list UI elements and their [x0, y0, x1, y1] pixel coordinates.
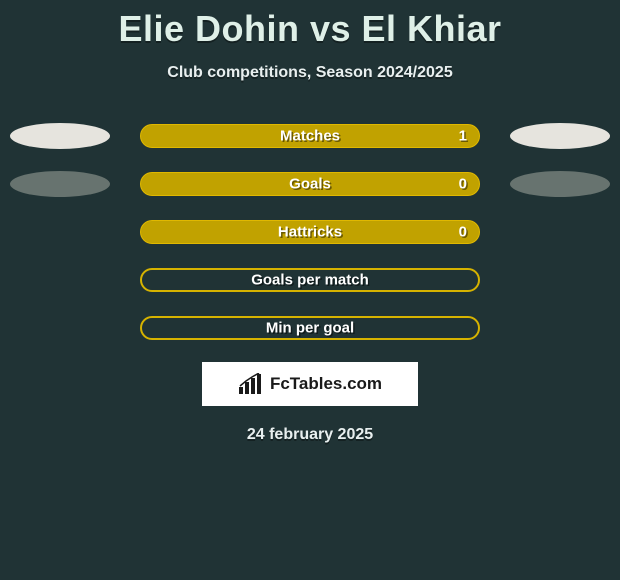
left-ellipse: [10, 171, 110, 197]
bar-label: Matches: [280, 128, 340, 145]
right-ellipse: [510, 171, 610, 197]
bar-track: Goals per match: [140, 268, 480, 292]
bar-track: Matches 1: [140, 124, 480, 148]
page-title: Elie Dohin vs El Khiar: [0, 0, 620, 50]
bar-label: Hattricks: [278, 224, 342, 241]
right-ellipse: [510, 123, 610, 149]
bar-label: Goals: [289, 176, 331, 193]
footer-logo-text: FcTables.com: [270, 374, 382, 394]
left-ellipse: [10, 123, 110, 149]
stat-row: Goals 0: [0, 172, 620, 196]
bar-track: Goals 0: [140, 172, 480, 196]
bar-track: Hattricks 0: [140, 220, 480, 244]
stat-row: Min per goal: [0, 316, 620, 340]
bar-right-value: 1: [459, 128, 467, 145]
stat-row: Hattricks 0: [0, 220, 620, 244]
bar-right-value: 0: [459, 224, 467, 241]
stat-rows: Matches 1 Goals 0 Hattricks 0 Goals per match M…: [0, 124, 620, 340]
footer-logo: FcTables.com: [202, 362, 418, 406]
footer-date: 24 february 2025: [0, 426, 620, 444]
stat-row: Goals per match: [0, 268, 620, 292]
bar-right-value: 0: [459, 176, 467, 193]
stat-row: Matches 1: [0, 124, 620, 148]
comparison-card: Elie Dohin vs El Khiar Club competitions…: [0, 0, 620, 580]
bars-icon: [238, 373, 264, 395]
subtitle: Club competitions, Season 2024/2025: [0, 64, 620, 82]
bar-track: Min per goal: [140, 316, 480, 340]
bar-label: Goals per match: [251, 272, 369, 289]
bar-label: Min per goal: [266, 320, 354, 337]
